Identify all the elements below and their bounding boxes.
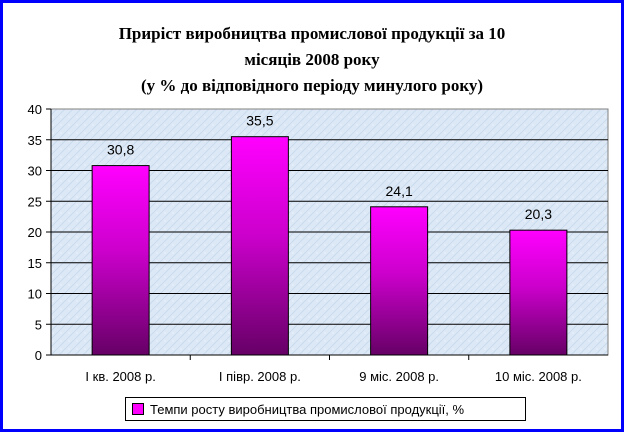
- chart-title-line-1: Приріст виробництва промислової продукці…: [118, 24, 506, 43]
- data-label: 20,3: [525, 206, 552, 222]
- data-label: 24,1: [386, 183, 413, 199]
- x-tick-label: І кв. 2008 р.: [85, 369, 155, 384]
- y-tick-label: 35: [28, 133, 42, 148]
- y-tick-label: 25: [28, 194, 42, 209]
- bar-chart: 0 5 10 15 20 25 30 35 40 30,8 І кв. 2008 р. 35,5 І п…: [28, 102, 609, 384]
- y-tick-label: 30: [28, 164, 42, 179]
- y-tick-label: 40: [28, 102, 42, 117]
- x-tick-label: 10 міс. 2008 р.: [495, 369, 582, 384]
- chart-title-line-3: (у % до відповідного періоду минулого ро…: [140, 76, 484, 95]
- x-tick-label: 9 міс. 2008 р.: [359, 369, 439, 384]
- x-tick-label: І півр. 2008 р.: [219, 369, 301, 384]
- legend-swatch: [132, 403, 144, 415]
- chart-title: Приріст виробництва промислової продукці…: [3, 21, 621, 99]
- chart-legend: Темпи росту виробництва промислової прод…: [125, 397, 526, 421]
- legend-label: Темпи росту виробництва промислової прод…: [150, 401, 465, 417]
- y-tick-label: 0: [35, 348, 42, 363]
- y-tick-label: 20: [28, 225, 42, 240]
- data-label: 35,5: [246, 113, 273, 129]
- y-tick-label: 5: [35, 317, 42, 332]
- y-tick-label: 15: [28, 256, 42, 271]
- bar: [91, 165, 150, 356]
- bar: [370, 206, 429, 356]
- y-tick-label: 10: [28, 287, 42, 302]
- data-label: 30,8: [107, 142, 134, 158]
- bar: [230, 136, 289, 356]
- chart-title-line-2: місяців 2008 року: [244, 50, 380, 69]
- bar: [509, 229, 568, 356]
